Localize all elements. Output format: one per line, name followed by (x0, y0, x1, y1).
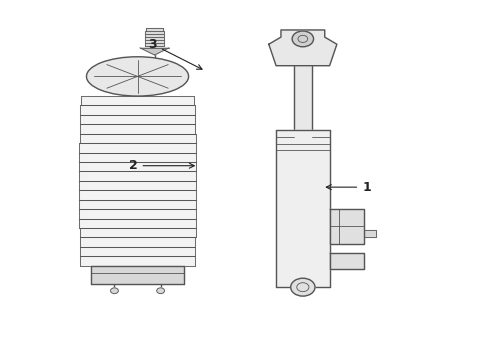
Polygon shape (80, 256, 194, 266)
Polygon shape (145, 37, 163, 40)
Polygon shape (80, 228, 195, 238)
Polygon shape (329, 253, 363, 269)
Circle shape (291, 31, 313, 47)
Polygon shape (79, 190, 196, 200)
Polygon shape (80, 238, 195, 247)
Circle shape (110, 288, 118, 294)
Circle shape (157, 288, 164, 294)
Polygon shape (79, 209, 196, 219)
Polygon shape (79, 143, 195, 153)
Polygon shape (79, 200, 196, 209)
Polygon shape (80, 247, 195, 256)
Polygon shape (80, 124, 195, 134)
Polygon shape (91, 266, 183, 284)
Ellipse shape (86, 57, 188, 96)
Text: 1: 1 (325, 181, 370, 194)
Polygon shape (144, 43, 164, 46)
Polygon shape (145, 28, 163, 31)
Polygon shape (79, 153, 196, 162)
Polygon shape (81, 96, 194, 105)
Polygon shape (293, 66, 311, 137)
Polygon shape (145, 31, 163, 34)
Polygon shape (80, 105, 194, 115)
Text: 2: 2 (128, 159, 194, 172)
Polygon shape (79, 171, 196, 181)
Polygon shape (144, 40, 164, 43)
Polygon shape (276, 130, 329, 287)
Polygon shape (80, 134, 195, 143)
Polygon shape (140, 48, 169, 55)
Polygon shape (268, 30, 336, 66)
Polygon shape (145, 34, 163, 37)
Circle shape (290, 278, 314, 296)
Polygon shape (79, 219, 195, 228)
Polygon shape (79, 181, 196, 190)
Polygon shape (329, 208, 363, 244)
Polygon shape (363, 230, 375, 237)
Polygon shape (80, 115, 195, 124)
Text: 3: 3 (148, 38, 202, 69)
Polygon shape (79, 162, 196, 171)
